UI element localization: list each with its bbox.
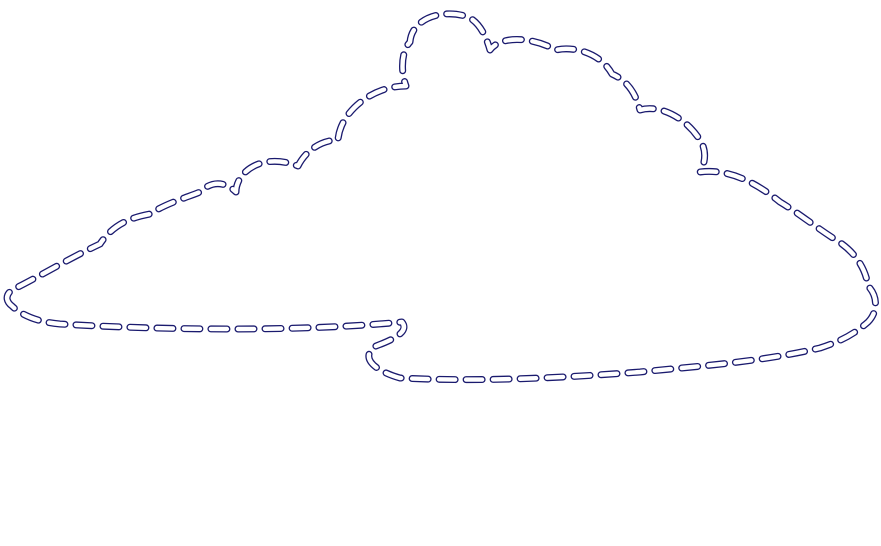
cloud-outline-dark (3, 10, 879, 384)
cloud-outline-hollow (4, 11, 878, 382)
